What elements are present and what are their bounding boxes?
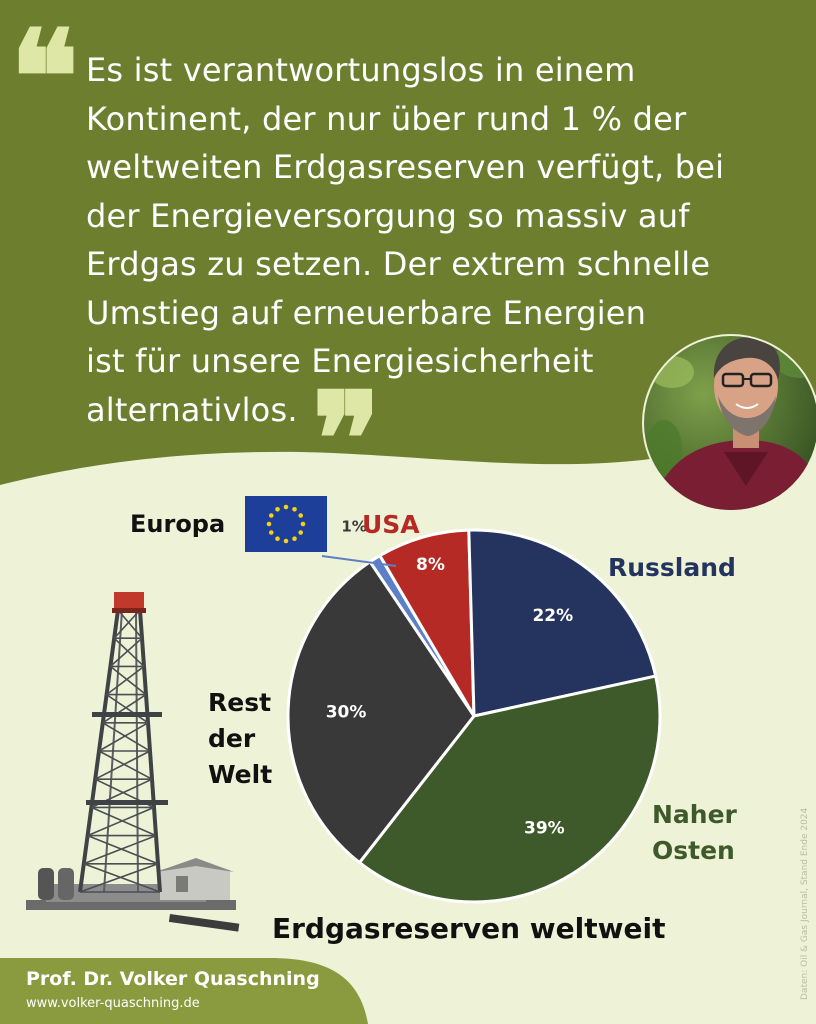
eu-star-icon (275, 536, 280, 542)
pie-slice-rest-der-welt (286, 560, 476, 865)
label-rest-der-welt: Rest der Welt (208, 685, 272, 793)
quote-line: alternativlos. (86, 390, 298, 429)
footer-banner (0, 958, 368, 1024)
eu-star-icon (283, 538, 289, 544)
rig-brace (83, 834, 157, 865)
open-quote-icon: ❝ (10, 3, 79, 153)
header-wave (0, 0, 816, 485)
eu-star-icon (266, 521, 272, 527)
pie-slice-russland (467, 528, 658, 718)
label-naher-osten-line: Osten (652, 836, 735, 865)
rig-brace (79, 863, 159, 893)
author-name: Prof. Dr. Volker Quaschning (26, 968, 320, 990)
rig-brace (113, 609, 141, 639)
rig-brace (87, 806, 155, 837)
eu-star-icon (268, 530, 274, 535)
rig-brace (117, 609, 143, 639)
quote-line: ist für unsere Energiesicherheit (86, 342, 594, 380)
label-rest-line: der (208, 724, 256, 753)
rig-brace (91, 806, 157, 837)
label-usa-text: USA (362, 510, 420, 539)
label-russland: Russland (608, 553, 736, 582)
rig-brace (102, 722, 151, 752)
website-link[interactable]: www.volker-quaschning.de (26, 996, 200, 1011)
quote-line: der Energieversorgung so massiv auf (86, 196, 690, 235)
eu-star-icon (292, 536, 297, 542)
label-naher-osten: Naher Osten (652, 797, 737, 869)
rig-brace (106, 665, 145, 696)
rig-brace (109, 665, 147, 696)
eu-star-icon (298, 530, 304, 535)
label-rest-line: Welt (208, 760, 273, 789)
quote-line: Erdgas zu setzen. Der extrem schnelle (86, 245, 711, 283)
label-rest-line: Rest (208, 688, 272, 717)
pie-value-label-europa: 1% (341, 518, 366, 536)
rig-brace (87, 834, 159, 865)
pie-value-labels: 1% 8% 22% 39% 30% (321, 518, 573, 839)
close-quote-icon: ❞ (312, 365, 381, 515)
label-europa: Europa (130, 510, 225, 538)
pie-chart (286, 528, 662, 904)
quote-line: Es ist verantwortungslos in einem (86, 51, 636, 89)
pie-slice-naher-osten (357, 674, 662, 904)
pie-value-label-russland: 22% (532, 606, 573, 626)
rig-brace (113, 637, 145, 667)
quote-line: Kontinent, der nur über rund 1 % der (86, 99, 687, 138)
label-europa-text: Europa (130, 510, 226, 538)
drilling-rig-icon (26, 592, 240, 932)
quote-text: Es ist verantwortungslos in einem Kontin… (86, 46, 776, 434)
label-usa: USA (362, 510, 420, 539)
pie-slice-usa (378, 528, 476, 718)
rig-brace (94, 750, 151, 780)
rig-brace (106, 693, 149, 724)
pie-value-label-usa: 8% (416, 555, 445, 575)
eu-flag-icon (245, 496, 327, 552)
rig-brace (98, 722, 149, 752)
label-naher-osten-line: Naher (652, 800, 737, 829)
chart-title: Erdgasreserven weltweit (272, 912, 666, 945)
eu-star-icon (283, 504, 289, 510)
rig-brace (98, 750, 153, 780)
eu-star-icon (300, 521, 306, 527)
eu-star-icon (275, 506, 280, 512)
rig-brace (102, 693, 147, 724)
europa-pointer-line (321, 555, 397, 567)
data-source-note: Daten: Oil & Gas Journal, Stand Ende 202… (800, 807, 810, 1000)
quote-line: Umstieg auf erneuerbare Energien (86, 293, 647, 332)
quote-line: weltweiten Erdgasreserven verfügt, bei (86, 148, 725, 186)
pie-value-label-naher-osten: 39% (524, 819, 565, 839)
eu-star-icon (268, 513, 274, 518)
portrait-photo (642, 334, 816, 512)
rig-brace (109, 637, 143, 667)
pie-value-label-rest-der-welt: 30% (326, 703, 367, 723)
rig-brace (83, 863, 161, 893)
eu-star-icon (298, 513, 304, 518)
eu-star-icon (292, 506, 297, 512)
label-russland-text: Russland (608, 553, 736, 582)
